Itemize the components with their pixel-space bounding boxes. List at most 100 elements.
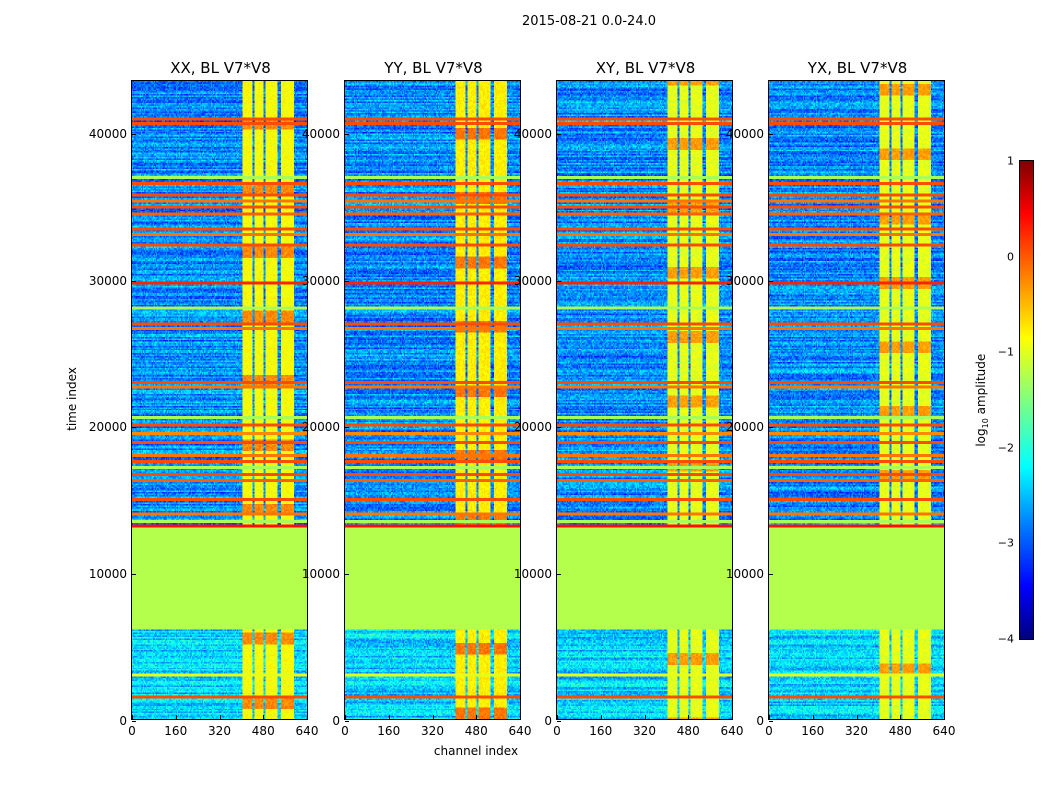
- x-tick-label: 480: [464, 724, 488, 738]
- x-tick-label: 0: [341, 724, 349, 738]
- y-tick-mark: [132, 427, 136, 429]
- x-tick-label: 160: [589, 724, 613, 738]
- x-tick-label: 0: [128, 724, 136, 738]
- colorbar-tick-label: −4: [997, 632, 1014, 646]
- y-tick-mark: [557, 574, 561, 576]
- y-tick-label: 20000: [301, 420, 340, 435]
- y-tick-mark: [769, 280, 773, 282]
- y-tick-mark: [345, 133, 349, 135]
- y-tick-mark: [769, 427, 773, 429]
- y-tick-label: 30000: [513, 273, 552, 288]
- panel-title: XY, BL V7*V8: [595, 59, 696, 77]
- x-tick-label: 640: [720, 724, 744, 738]
- figure-title: 2015-08-21 0.0-24.0: [522, 14, 656, 29]
- y-tick-mark: [769, 721, 773, 722]
- heatmap-image: [557, 81, 732, 719]
- y-tick-label: 10000: [88, 567, 127, 582]
- x-tick-mark: [307, 715, 308, 719]
- y-tick-label: 30000: [88, 273, 127, 288]
- y-tick-label: 10000: [301, 567, 340, 582]
- y-tick-label: 0: [544, 714, 552, 728]
- y-tick-mark: [132, 133, 136, 135]
- y-tick-label: 20000: [88, 420, 127, 435]
- x-tick-mark: [132, 715, 133, 719]
- panel-title: YY, BL V7*V8: [384, 59, 483, 77]
- colorbar-label: log10 amplitude: [974, 300, 990, 500]
- x-tick-mark: [476, 715, 478, 719]
- x-tick-mark: [769, 715, 770, 719]
- x-tick-mark: [557, 715, 558, 719]
- heatmap-panel: XY, BL V7*V8 0 10000 20000 30000 40000 0 160 320…: [514, 59, 744, 738]
- y-tick-mark: [345, 280, 349, 282]
- panel-title: XX, BL V7*V8: [170, 59, 271, 77]
- colorbar-tick-label: −3: [997, 536, 1014, 550]
- x-tick-label: 640: [508, 724, 532, 738]
- heatmap-panel: YX, BL V7*V8 0 10000 20000 30000 40000 0 160 320…: [726, 59, 956, 738]
- y-axis-label: time index: [65, 367, 79, 431]
- x-tick-mark: [263, 715, 265, 719]
- x-tick-mark: [900, 715, 902, 719]
- y-tick-mark: [132, 280, 136, 282]
- heatmap-panel: XX, BL V7*V8 0 10000 20000 30000 40000 0 160 320…: [89, 59, 319, 738]
- x-tick-label: 320: [845, 724, 868, 738]
- y-tick-mark: [557, 721, 561, 722]
- x-tick-mark: [812, 715, 814, 719]
- x-tick-label: 160: [377, 724, 401, 738]
- y-tick-label: 40000: [301, 126, 340, 141]
- y-tick-label: 10000: [513, 567, 552, 582]
- x-tick-label: 480: [888, 724, 912, 738]
- x-tick-label: 480: [676, 724, 700, 738]
- y-tick-mark: [557, 280, 561, 282]
- x-tick-mark: [219, 715, 221, 719]
- x-tick-label: 160: [164, 724, 188, 738]
- y-tick-mark: [345, 427, 349, 429]
- x-tick-label: 480: [251, 724, 275, 738]
- colorbar-label-text: amplitude: [973, 353, 988, 415]
- y-tick-mark: [769, 574, 773, 576]
- colorbar-label-sub: 10: [981, 418, 991, 429]
- colorbar-tick-label: −2: [997, 441, 1014, 455]
- x-tick-mark: [345, 715, 346, 719]
- y-tick-mark: [132, 721, 136, 722]
- heatmap-image: [132, 81, 307, 719]
- y-tick-mark: [769, 133, 773, 135]
- y-tick-mark: [345, 721, 349, 722]
- x-tick-label: 320: [421, 724, 444, 738]
- y-tick-mark: [132, 574, 136, 576]
- x-tick-label: 320: [208, 724, 231, 738]
- colorbar-label-prefix: log: [973, 428, 988, 447]
- panel-title: YX, BL V7*V8: [807, 59, 908, 77]
- colorbar-tick-label: −1: [997, 345, 1014, 359]
- x-tick-mark: [644, 715, 646, 719]
- x-tick-mark: [944, 715, 945, 719]
- y-tick-label: 0: [756, 714, 764, 728]
- x-tick-mark: [388, 715, 390, 719]
- y-tick-label: 20000: [725, 420, 764, 435]
- x-tick-label: 320: [633, 724, 656, 738]
- y-tick-label: 30000: [301, 273, 340, 288]
- x-tick-label: 0: [553, 724, 561, 738]
- x-tick-mark: [600, 715, 602, 719]
- x-tick-label: 160: [801, 724, 825, 738]
- x-tick-label: 0: [765, 724, 773, 738]
- y-tick-label: 40000: [725, 126, 764, 141]
- y-tick-label: 40000: [513, 126, 552, 141]
- heatmap-panel: YY, BL V7*V8 0 10000 20000 30000 40000 0 160 320…: [302, 59, 532, 738]
- x-tick-mark: [432, 715, 434, 719]
- x-tick-mark: [175, 715, 177, 719]
- y-tick-mark: [345, 574, 349, 576]
- heatmap-image: [345, 81, 520, 719]
- y-tick-label: 20000: [513, 420, 552, 435]
- heatmap-image: [769, 81, 944, 719]
- y-tick-label: 0: [119, 714, 127, 728]
- x-tick-mark: [688, 715, 690, 719]
- x-axis-label: channel index: [433, 744, 519, 758]
- y-tick-mark: [557, 133, 561, 135]
- colorbar-tick-label: 1: [1007, 154, 1014, 168]
- x-tick-mark: [520, 715, 521, 719]
- y-tick-label: 10000: [725, 567, 764, 582]
- y-tick-label: 30000: [725, 273, 764, 288]
- y-tick-label: 0: [332, 714, 340, 728]
- x-tick-label: 640: [295, 724, 319, 738]
